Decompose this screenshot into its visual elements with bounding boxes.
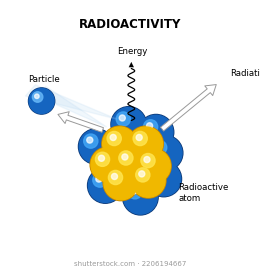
Circle shape <box>119 115 125 121</box>
Circle shape <box>95 152 110 166</box>
Circle shape <box>124 180 157 214</box>
Circle shape <box>125 182 153 209</box>
Circle shape <box>116 148 144 176</box>
Circle shape <box>128 185 142 199</box>
Circle shape <box>81 131 108 159</box>
Circle shape <box>111 107 146 142</box>
Circle shape <box>150 137 177 165</box>
FancyArrowPatch shape <box>58 112 103 132</box>
Circle shape <box>108 171 123 185</box>
Circle shape <box>88 168 123 203</box>
Circle shape <box>139 115 173 149</box>
Polygon shape <box>45 86 107 127</box>
Circle shape <box>141 153 155 168</box>
Circle shape <box>93 173 107 187</box>
Circle shape <box>92 149 120 177</box>
Circle shape <box>153 141 167 155</box>
Circle shape <box>99 155 105 161</box>
Circle shape <box>105 167 133 195</box>
Circle shape <box>87 137 93 143</box>
Circle shape <box>151 167 166 181</box>
Text: Energy: Energy <box>117 47 147 56</box>
Text: Radioactive
atom: Radioactive atom <box>178 183 229 203</box>
Text: Particle: Particle <box>28 75 60 84</box>
Circle shape <box>29 88 55 114</box>
Circle shape <box>144 120 158 134</box>
Circle shape <box>112 173 118 179</box>
Circle shape <box>130 128 158 156</box>
Circle shape <box>112 108 146 141</box>
Circle shape <box>136 149 170 183</box>
Circle shape <box>103 127 136 161</box>
Text: Radiation: Radiation <box>230 69 260 78</box>
Circle shape <box>88 169 122 202</box>
Circle shape <box>140 117 168 144</box>
Circle shape <box>148 136 182 170</box>
Circle shape <box>30 90 51 110</box>
Circle shape <box>147 135 183 171</box>
Circle shape <box>123 179 158 215</box>
Circle shape <box>136 168 150 182</box>
Circle shape <box>107 131 121 146</box>
Circle shape <box>136 134 142 141</box>
Circle shape <box>114 146 149 181</box>
Circle shape <box>29 88 54 113</box>
Circle shape <box>90 170 118 198</box>
Circle shape <box>79 129 114 164</box>
Circle shape <box>133 131 147 146</box>
Text: shutterstock.com · 2206194667: shutterstock.com · 2206194667 <box>74 261 186 267</box>
Circle shape <box>90 147 126 183</box>
Circle shape <box>96 176 102 182</box>
Polygon shape <box>25 85 117 119</box>
Circle shape <box>104 128 132 156</box>
Circle shape <box>114 146 148 180</box>
Circle shape <box>138 150 166 178</box>
Circle shape <box>102 126 137 162</box>
Circle shape <box>79 130 113 164</box>
Circle shape <box>131 188 137 194</box>
Circle shape <box>147 162 181 196</box>
Circle shape <box>35 94 39 99</box>
Circle shape <box>91 148 125 182</box>
Circle shape <box>147 123 153 129</box>
Circle shape <box>103 165 139 201</box>
Circle shape <box>128 126 163 162</box>
Circle shape <box>133 165 160 192</box>
Circle shape <box>146 161 181 197</box>
Circle shape <box>104 166 138 200</box>
FancyArrowPatch shape <box>160 85 216 131</box>
Circle shape <box>119 151 133 165</box>
Circle shape <box>138 115 174 150</box>
Circle shape <box>129 127 162 161</box>
Circle shape <box>131 163 166 198</box>
Circle shape <box>154 169 160 176</box>
Circle shape <box>136 148 171 184</box>
Circle shape <box>32 92 43 102</box>
Circle shape <box>139 171 145 177</box>
Circle shape <box>84 134 98 148</box>
Circle shape <box>116 112 131 126</box>
Circle shape <box>122 154 128 160</box>
Circle shape <box>156 144 162 150</box>
Circle shape <box>148 164 176 191</box>
Circle shape <box>110 134 116 141</box>
Circle shape <box>113 109 141 137</box>
Text: RADIOACTIVITY: RADIOACTIVITY <box>79 18 181 31</box>
Circle shape <box>131 164 165 197</box>
Circle shape <box>144 157 150 163</box>
